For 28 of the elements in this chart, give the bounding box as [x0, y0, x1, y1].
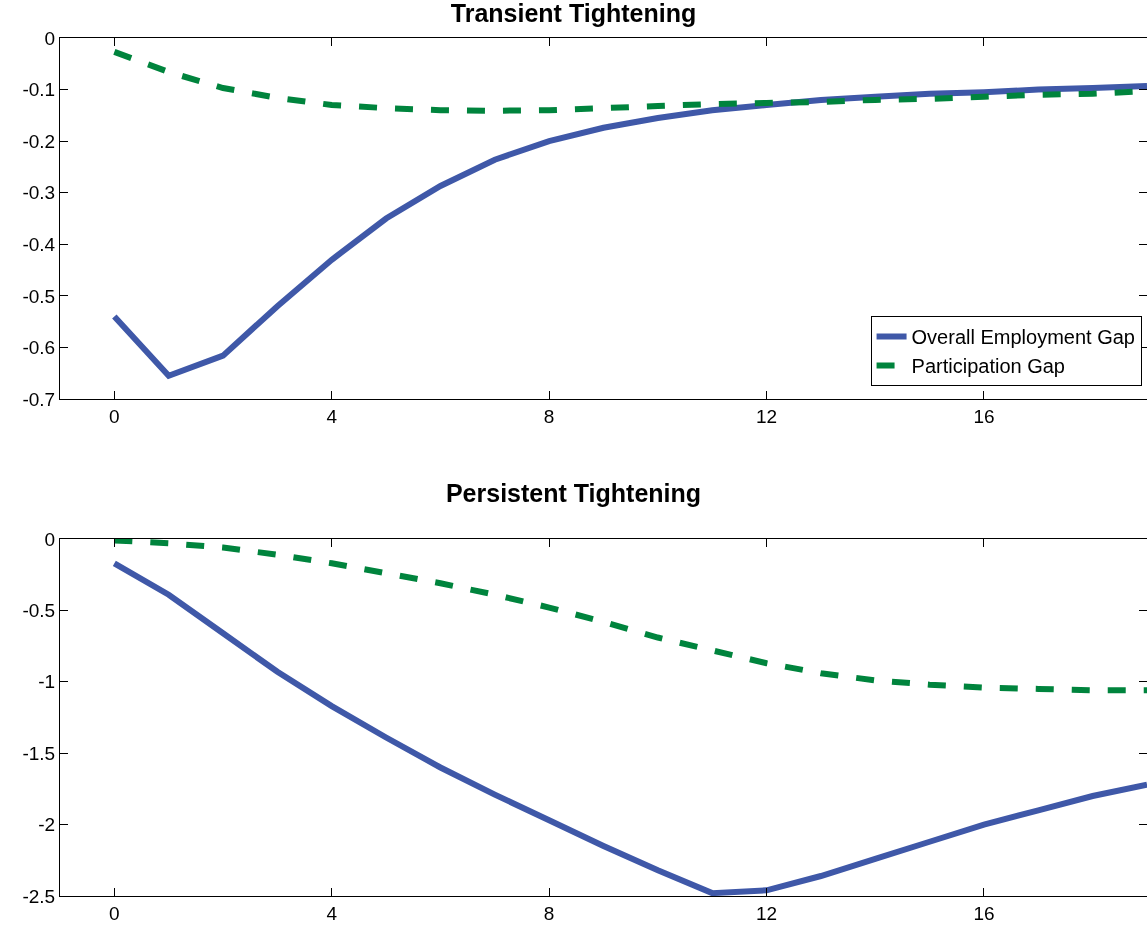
- y-tick-label: -1.5: [22, 742, 56, 764]
- x-tick-label: 0: [109, 405, 120, 427]
- y-tick-label: -2.5: [22, 885, 56, 907]
- chart-title: Transient Tightening: [450, 0, 697, 27]
- y-tick-label: 0: [44, 27, 56, 49]
- y-tick-label: -0.2: [22, 130, 56, 152]
- x-tick-label: 16: [973, 902, 995, 924]
- legend-label: Participation Gap: [911, 355, 1065, 378]
- y-tick-label: -1: [38, 671, 56, 693]
- x-tick-label: 4: [326, 405, 338, 427]
- x-tick-label: 12: [755, 405, 778, 427]
- x-tick-label: 8: [543, 405, 555, 427]
- y-tick-label: -0.5: [22, 600, 56, 622]
- x-tick-label: 0: [109, 902, 120, 924]
- y-tick-label: -0.6: [22, 337, 56, 359]
- y-tick-label: -0.1: [22, 79, 56, 101]
- y-tick-label: -0.5: [22, 285, 56, 307]
- x-tick-label: 16: [973, 405, 995, 427]
- x-tick-label: 4: [326, 902, 338, 924]
- y-tick-label: -0.4: [22, 233, 56, 255]
- y-tick-label: -0.3: [22, 182, 56, 204]
- y-tick-label: -0.7: [22, 388, 56, 410]
- y-tick-label: -2: [38, 814, 56, 836]
- x-tick-label: 12: [755, 902, 778, 924]
- legend-label: Overall Employment Gap: [911, 326, 1135, 349]
- x-tick-label: 8: [543, 902, 555, 924]
- y-tick-label: 0: [44, 528, 56, 550]
- chart-title: Persistent Tightening: [445, 478, 702, 507]
